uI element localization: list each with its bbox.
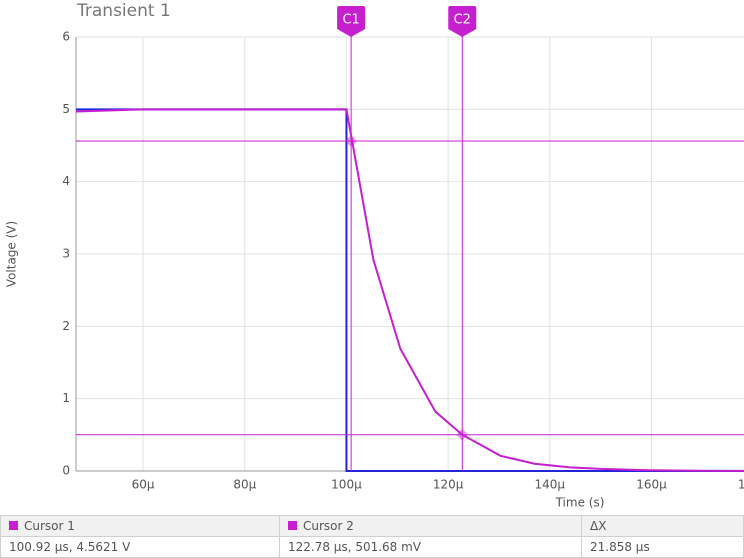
header: Cursor 2 xyxy=(303,519,354,533)
x-tick-label: 100µ xyxy=(331,478,362,492)
y-tick-label: 5 xyxy=(62,102,70,116)
x-tick-label: 160µ xyxy=(636,478,667,492)
header-cell: Cursor 2 xyxy=(279,515,582,537)
cell: 21.858 µs xyxy=(581,536,744,558)
header: ΔX xyxy=(581,515,744,537)
cursor-label: C1 xyxy=(342,13,359,28)
cursor-table: Cursor 1 Cursor 2 ΔX 100.92 µs, 4.5621 V… xyxy=(0,515,744,558)
x-tick-label: 180µ xyxy=(738,478,744,492)
x-tick-label: 80µ xyxy=(233,478,256,492)
cell: 100.92 µs, 4.5621 V xyxy=(0,536,280,558)
y-tick-label: 1 xyxy=(62,391,70,405)
cursor-tag xyxy=(448,6,477,37)
x-axis-label: Time (s) xyxy=(555,496,605,510)
cell: 122.78 µs, 501.68 mV xyxy=(279,536,582,558)
table-header: Cursor 1 Cursor 2 ΔX xyxy=(0,515,744,537)
series-line xyxy=(75,108,744,472)
chart: Transient 1 Time (s) Voltage (V) 0 1 2 3 4 5 6… xyxy=(5,1,744,510)
x-tick-label: 60µ xyxy=(132,478,155,492)
swatch xyxy=(288,521,297,530)
table-row: 100.92 µs, 4.5621 V 122.78 µs, 501.68 mV… xyxy=(0,536,744,558)
cursor-marker xyxy=(345,135,358,148)
y-tick-label: 4 xyxy=(62,174,70,188)
cursor-tag xyxy=(337,6,366,37)
header: Cursor 1 xyxy=(24,519,75,533)
x-tick-label: 120µ xyxy=(433,478,464,492)
x-tick-label: 140µ xyxy=(535,478,566,492)
swatch xyxy=(9,521,18,530)
y-tick-label: 0 xyxy=(62,464,70,478)
y-axis-label: Voltage (V) xyxy=(5,221,19,287)
chart-title: Transient 1 xyxy=(76,1,171,21)
y-tick-label: 3 xyxy=(62,247,70,261)
y-tick-label: 2 xyxy=(62,319,70,333)
header-cell: Cursor 1 xyxy=(0,515,280,537)
cursor-label: C2 xyxy=(454,13,471,28)
cursor-marker xyxy=(456,428,469,441)
y-tick-label: 6 xyxy=(62,30,70,44)
series-line xyxy=(76,108,744,472)
